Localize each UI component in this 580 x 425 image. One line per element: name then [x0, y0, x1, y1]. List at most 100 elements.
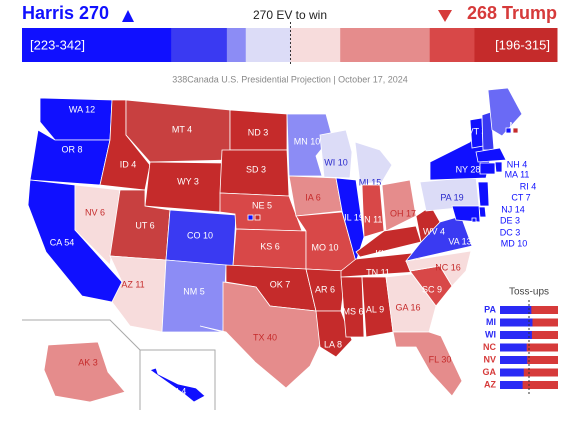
state	[144, 161, 223, 213]
state	[471, 217, 477, 223]
tossup-state: NC	[483, 342, 496, 352]
state-label: MN 10	[294, 136, 321, 146]
tossup-state: WI	[485, 329, 496, 339]
state-label: KS 6	[260, 241, 280, 251]
state-label: AL 9	[366, 304, 384, 314]
win-threshold: 270 EV to win	[253, 8, 327, 22]
tossup-state: MI	[486, 317, 496, 327]
state-label: RI 4	[520, 181, 537, 191]
subtitle: 338Canada U.S. Presidential Projection |…	[172, 74, 407, 84]
state-label: DE 3	[500, 215, 520, 225]
ev-segment	[22, 28, 172, 62]
state-label: AK 3	[78, 357, 98, 367]
state-label: WV 4	[423, 226, 445, 236]
state-label: LA 8	[324, 339, 342, 349]
state-label: CO 10	[187, 230, 213, 240]
state	[355, 225, 422, 258]
state-label: TX 40	[253, 332, 277, 342]
tossup-dem	[500, 306, 532, 314]
state	[381, 179, 417, 232]
district-box	[247, 214, 254, 221]
state-label: NC 16	[435, 262, 461, 272]
state	[109, 255, 167, 333]
dem-range: [223-342]	[30, 37, 85, 52]
state-label: NY 28	[456, 164, 481, 174]
state	[392, 331, 463, 397]
ev-segment	[474, 28, 558, 62]
state-label: OK 7	[270, 279, 291, 289]
state-label: WY 3	[177, 176, 199, 186]
state-label: SD 3	[246, 164, 266, 174]
state	[478, 206, 487, 218]
state-label: IN 11	[362, 214, 383, 224]
state-label: WA 12	[69, 104, 95, 114]
ev-segment	[226, 28, 247, 62]
down-triangle	[438, 10, 452, 22]
state-label: IL 19	[344, 212, 364, 222]
state-label: KY 8	[375, 248, 394, 258]
harris-total: Harris 270	[22, 3, 109, 23]
state-label: ND 3	[248, 127, 269, 137]
state-label: DC 3	[500, 227, 521, 237]
state	[149, 367, 206, 403]
state-label: AZ 11	[121, 279, 144, 289]
state	[479, 162, 496, 175]
state	[199, 281, 327, 389]
state-label: MI 15	[359, 177, 382, 187]
state-label: HI 4	[170, 386, 187, 396]
state-label: MO 10	[311, 242, 338, 252]
state-label: OR 8	[61, 144, 82, 154]
state-label: FL 30	[429, 354, 452, 364]
ev-bar	[22, 22, 558, 66]
us-map: WA 12 OR 8 CA 54 NV 6 ID 4 MT 4 WY 3 UT 6 AZ 11 C…	[27, 87, 537, 403]
state-label: ID 4	[120, 159, 137, 169]
state-label: MS 6	[342, 306, 363, 316]
ev-segment	[245, 28, 291, 62]
state-label: UT 6	[135, 220, 154, 230]
tossup-rep	[500, 343, 558, 352]
ev-segment	[429, 28, 475, 62]
tossup-state: PA	[484, 304, 496, 314]
state-label: MT 4	[172, 124, 192, 134]
state-label: AR 6	[315, 284, 335, 294]
tossup-dem	[500, 356, 528, 364]
ev-segment	[340, 28, 431, 62]
district-box	[512, 127, 519, 134]
state-label: CA 54	[50, 237, 75, 247]
inset-border	[22, 319, 141, 410]
state-label: MD 10	[501, 238, 528, 248]
ev-segment	[290, 28, 341, 62]
trump-total: 268 Trump	[467, 3, 557, 23]
state-label: NM 5	[183, 286, 205, 296]
state	[385, 273, 437, 333]
tossup-state: NV	[483, 354, 496, 364]
state	[315, 310, 353, 358]
state-label: ME 4	[509, 120, 530, 130]
tossup-state: GA	[483, 367, 497, 377]
tossups-title: Toss-ups	[509, 287, 549, 298]
state	[74, 184, 121, 266]
rep-range: [196-315]	[495, 37, 550, 52]
state	[354, 141, 393, 185]
state-label: NH 4	[507, 159, 528, 169]
inset-border	[140, 349, 216, 410]
state-label: SC 9	[422, 284, 442, 294]
state	[475, 147, 507, 163]
state-label: TN 11	[366, 267, 390, 277]
state-label: IA 6	[305, 192, 321, 202]
state	[319, 129, 353, 179]
state-label: OH 17	[390, 208, 416, 218]
state	[405, 250, 472, 287]
state	[340, 276, 365, 338]
ev-segment	[171, 28, 228, 62]
state-label: NE 5	[252, 200, 272, 210]
tossup-dem	[500, 318, 533, 327]
state	[125, 99, 231, 163]
state-label: VA 13	[448, 236, 471, 246]
state	[361, 184, 385, 238]
state	[494, 161, 503, 173]
state-label: NJ 14	[501, 204, 525, 214]
up-triangle	[122, 10, 134, 22]
state-label: VT 3	[468, 126, 487, 136]
